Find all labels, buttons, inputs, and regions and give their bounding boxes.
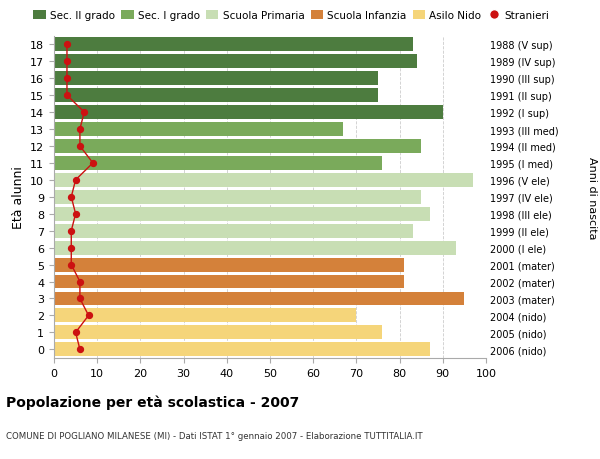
Bar (54, 38, 413, 52)
Point (67, 228, 76, 235)
Point (75, 278, 85, 285)
Bar (54, 190, 421, 204)
Point (71, 329, 80, 336)
Bar (54, 309, 356, 323)
Point (62, 41, 72, 49)
Point (75, 346, 85, 353)
Bar (54, 224, 413, 238)
Point (67, 261, 76, 269)
Point (75, 126, 85, 134)
Point (84, 312, 94, 319)
Point (71, 211, 80, 218)
Bar (54, 258, 404, 272)
Point (62, 58, 72, 66)
Point (88, 160, 98, 167)
Point (79, 109, 89, 117)
Point (62, 92, 72, 100)
Point (71, 177, 80, 184)
Point (67, 245, 76, 252)
Text: Popolazione per età scolastica - 2007: Popolazione per età scolastica - 2007 (6, 395, 299, 409)
Point (67, 194, 76, 201)
Bar (54, 106, 443, 120)
Y-axis label: Età alunni: Età alunni (11, 166, 25, 229)
Bar (54, 275, 404, 289)
Point (75, 143, 85, 150)
Bar (54, 326, 382, 340)
Bar (54, 241, 456, 255)
Bar (54, 123, 343, 137)
Bar (54, 72, 378, 86)
Text: Anni di nascita: Anni di nascita (587, 156, 597, 239)
Bar (54, 89, 378, 103)
Bar (54, 140, 421, 154)
Legend: Sec. II grado, Sec. I grado, Scuola Primaria, Scuola Infanzia, Asilo Nido, Stran: Sec. II grado, Sec. I grado, Scuola Prim… (29, 6, 553, 25)
Bar (54, 342, 430, 357)
Point (75, 295, 85, 302)
Point (62, 75, 72, 83)
Bar (54, 157, 382, 170)
Bar (54, 174, 473, 187)
Bar (54, 207, 430, 221)
Bar (54, 292, 464, 306)
Text: COMUNE DI POGLIANO MILANESE (MI) - Dati ISTAT 1° gennaio 2007 - Elaborazione TUT: COMUNE DI POGLIANO MILANESE (MI) - Dati … (6, 431, 422, 441)
Bar (54, 55, 417, 69)
